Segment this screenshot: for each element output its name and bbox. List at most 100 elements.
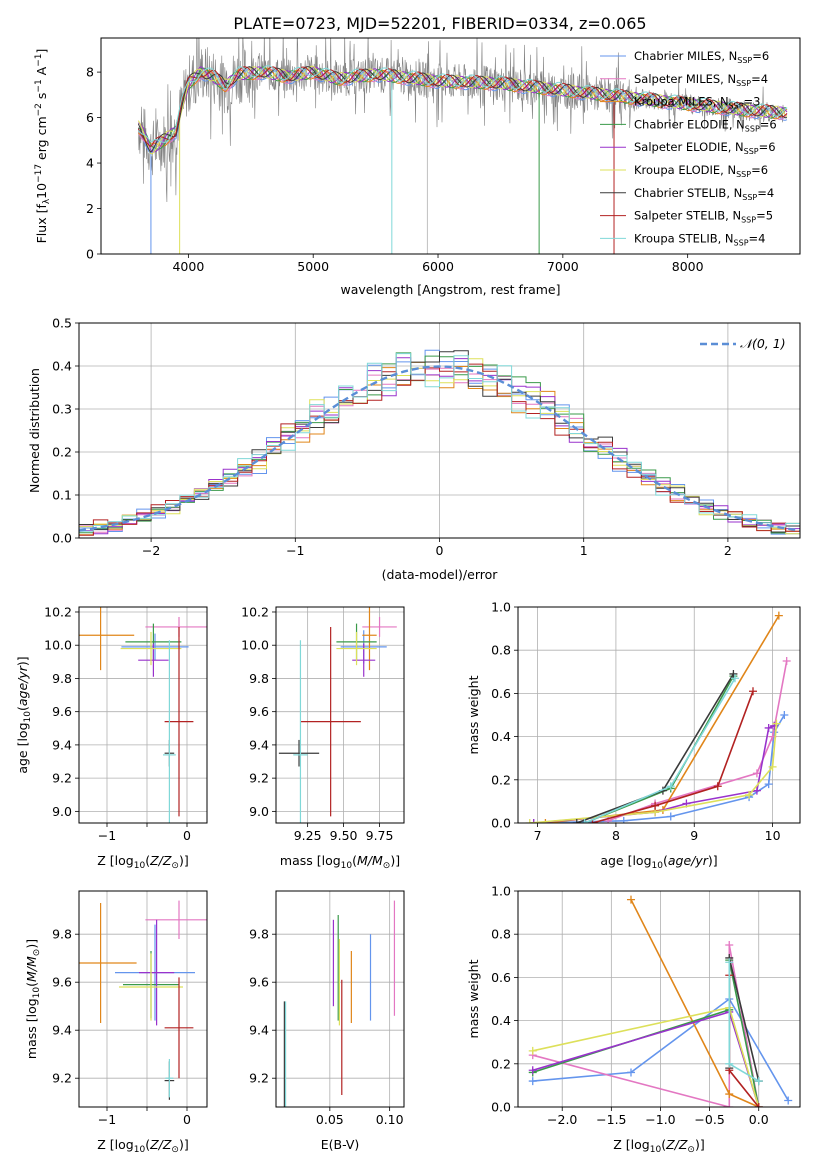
y-tick-label: 9.0 [52, 804, 72, 819]
x-tick-label: 0 [183, 1112, 191, 1127]
model-spectrum-line [138, 66, 788, 153]
weight-marker [754, 1077, 763, 1086]
weight-marker [541, 819, 550, 823]
axes-mass-vs-ebv: 0.05 0.10 9.2 9.4 9.6 9.8 E(B-V) [249, 890, 405, 1152]
axes-weight-vs-Z: −2.0 −1.5 −1.0 −0.5 0.0 0.0 0.2 0.4 0.6 0.8 1.0 Z [… [466, 884, 801, 1155]
y-axis-label: Flux [fλ​10−17 erg cm−2 s−1 A−1] [34, 49, 52, 244]
weight-marker [774, 611, 783, 620]
weight-marker [725, 1103, 734, 1107]
y-tick-label: 9.2 [52, 771, 72, 786]
y-tick-label: 0.0 [491, 1100, 511, 1115]
weight-marker [725, 1059, 734, 1068]
weight-marker [725, 958, 734, 967]
x-axis-label: (data-model)/error [382, 567, 499, 582]
plot-area-spectrum [137, 38, 788, 254]
y-tick-label: 2 [86, 201, 94, 216]
axes-frame [517, 890, 801, 1108]
legend-label: Kroupa STELIB, NSSP​=4 [634, 231, 765, 247]
y-tick-label: 9.2 [249, 771, 269, 786]
x-tick-label: 0.10 [376, 1112, 404, 1127]
y-tick-label: 9.0 [249, 804, 269, 819]
y-axis-label: mass weight [466, 675, 481, 754]
x-tick-label: 4000 [172, 259, 204, 274]
weight-marker [580, 819, 589, 823]
y-tick-label: 0.8 [491, 927, 511, 942]
legend-label: Chabrier STELIB, NSSP​=4 [634, 186, 774, 202]
weight-marker [749, 687, 757, 696]
weight-marker [525, 819, 534, 823]
plot-area-mass-vs-Z [79, 900, 207, 1100]
x-tick-label: 1 [580, 543, 588, 558]
x-tick-label: 9.50 [330, 828, 358, 843]
y-tick-label: 1.0 [491, 600, 511, 615]
weight-marker [528, 1066, 537, 1075]
x-axis-label: age [log10​(age/yr)] [600, 853, 717, 871]
weight-marker [772, 719, 781, 728]
y-axis-label: mass [log10​(M/M⊙​)] [24, 939, 42, 1059]
weight-marker [764, 780, 773, 789]
x-tick-label: 6000 [422, 259, 454, 274]
x-tick-label: 7000 [547, 259, 579, 274]
x-tick-label: 0 [436, 543, 444, 558]
legend-label: Chabrier MILES, NSSP​=6 [634, 49, 769, 65]
plot-area-weight-vs-age [525, 611, 791, 823]
y-tick-label: 0.4 [491, 1013, 511, 1028]
weight-marker [572, 819, 581, 823]
model-spectrum-line [138, 65, 788, 143]
axes-frame [275, 890, 405, 1108]
y-tick-label: 10.0 [44, 638, 72, 653]
y-tick-label: 0.2 [491, 772, 511, 787]
weight-marker [768, 762, 777, 771]
y-tick-label: 9.8 [249, 927, 269, 942]
weight-marker [529, 819, 538, 823]
x-tick-label: −1 [98, 828, 116, 843]
x-tick-label: 9.75 [366, 828, 394, 843]
legend-label: Kroupa ELODIE, NSSP​=6 [634, 163, 768, 179]
x-axis-label: Z [log10​(Z/Z⊙​)] [97, 853, 188, 871]
x-tick-label: 0 [183, 828, 191, 843]
y-tick-label: 9.4 [249, 737, 269, 752]
y-tick-label: 10.2 [44, 604, 72, 619]
x-tick-label: −2.0 [547, 1112, 577, 1127]
axes-frame [100, 37, 801, 255]
axes-spectrum: 4000 5000 6000 7000 8000 0 2 4 6 8 Chabrier MILES,… [34, 37, 801, 297]
weight-marker [619, 816, 628, 823]
y-tick-label: 0.8 [491, 643, 511, 658]
model-spectrum-line [138, 66, 788, 150]
y-tick-label: 0.0 [52, 531, 72, 546]
y-tick-label: 0.6 [491, 970, 511, 985]
y-tick-label: 0.4 [491, 729, 511, 744]
model-spectrum-line [137, 65, 788, 155]
weight-marker [782, 657, 791, 665]
axes-frame [78, 890, 208, 1108]
weight-marker [626, 895, 635, 904]
y-tick-label: 0.0 [491, 816, 511, 831]
axes-mass-vs-Z: −1 0 9.2 9.4 9.6 9.8 Z [log10​(Z/Z⊙​)] mass [lo… [24, 890, 208, 1155]
y-tick-label: 1.0 [491, 884, 511, 899]
x-tick-label: 8000 [672, 259, 704, 274]
y-tick-label: 0.3 [52, 402, 72, 417]
legend-label: Salpeter STELIB, NSSP​=5 [634, 209, 773, 225]
weight-marker [666, 782, 675, 791]
plot-area-mass-vs-ebv [283, 900, 396, 1107]
axes-weight-vs-age: 7 8 9 10 0.0 0.2 0.4 0.6 0.8 1.0 age [log10​(age/y… [466, 600, 801, 871]
plot-area-residuals [79, 349, 800, 536]
histogram-step [79, 350, 800, 533]
axes-age-vs-mass: 9.25 9.50 9.75 9.0 9.2 9.4 9.6 9.8 10.0 10.2 mass … [241, 604, 405, 871]
y-tick-label: 0.4 [52, 359, 72, 374]
x-tick-label: −0.5 [694, 1112, 724, 1127]
x-axis-label: E(B-V) [321, 1137, 360, 1152]
x-tick-label: −1 [286, 543, 304, 558]
axes-age-vs-Z: −1 0 9.0 9.2 9.4 9.6 9.8 10.0 10.2 Z [log10​(Z/Z⊙… [15, 604, 208, 871]
weight-marker [745, 790, 754, 799]
weight-line [532, 997, 789, 1101]
y-tick-label: 9.8 [249, 671, 269, 686]
weight-marker [528, 1046, 537, 1055]
plot-area-age-vs-Z [79, 607, 207, 823]
y-tick-label: 9.8 [52, 671, 72, 686]
x-axis-label: wavelength [Angstrom, rest frame] [340, 282, 560, 297]
legend-label: Salpeter ELODIE, NSSP​=6 [634, 140, 776, 156]
